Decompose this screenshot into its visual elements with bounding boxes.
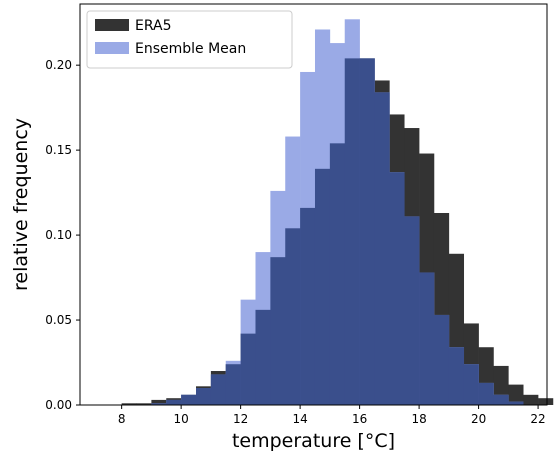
y-axis-ticks: 0.00 0.05 0.10 0.15 0.20: [45, 58, 80, 412]
y-tick-label: 0.10: [45, 228, 72, 242]
bar-overlap: [270, 257, 286, 405]
bar-overlap: [329, 143, 346, 405]
legend-box: [86, 10, 293, 69]
bar-overlap: [166, 399, 182, 405]
bar-overlap: [240, 333, 256, 405]
plot-frame: [79, 3, 548, 406]
bar-era5: [508, 384, 524, 405]
bar-overlap: [359, 58, 375, 405]
y-tick-label: 0.00: [45, 398, 72, 412]
x-tick-label: 8: [118, 412, 126, 426]
bar-overlap: [344, 58, 360, 405]
x-axis-ticks: 8 10 12 14 16 18 20 22: [118, 405, 546, 426]
bar-overlap: [389, 172, 405, 405]
bar-overlap: [210, 374, 227, 405]
legend-swatch-era5: [95, 19, 129, 31]
x-axis-label: temperature [°C]: [232, 430, 395, 452]
bar-overlap: [433, 314, 450, 405]
bar-overlap: [419, 272, 435, 405]
bar-overlap: [404, 216, 420, 405]
bar-overlap: [300, 207, 316, 405]
x-tick-label: 14: [292, 412, 307, 426]
legend-label-ensemble-mean: Ensemble Mean: [135, 41, 246, 57]
bar-overlap: [225, 364, 241, 405]
bar-overlap: [181, 394, 197, 405]
y-tick-label: 0.05: [45, 313, 72, 327]
bar-overlap: [508, 401, 524, 405]
legend-swatch-ensemble-mean: [95, 42, 129, 54]
bar-era5: [136, 403, 152, 405]
bar-era5: [121, 403, 137, 405]
bar-overlap: [493, 394, 509, 405]
bar-overlap: [448, 347, 465, 405]
bar-overlap: [314, 168, 331, 405]
histogram-bars: [121, 19, 554, 406]
x-tick-label: 22: [530, 412, 545, 426]
x-tick-label: 16: [352, 412, 367, 426]
bar-overlap: [478, 382, 494, 405]
bar-overlap: [196, 388, 212, 405]
x-tick-label: 10: [173, 412, 188, 426]
legend-label-era5: ERA5: [135, 18, 172, 34]
bar-overlap: [374, 92, 390, 406]
bar-era5: [151, 399, 167, 405]
bar-era5: [523, 394, 539, 405]
x-tick-label: 20: [471, 412, 486, 426]
bar-overlap: [255, 309, 271, 405]
bar-era5: [538, 398, 554, 405]
x-tick-label: 12: [233, 412, 248, 426]
bar-overlap: [285, 228, 301, 405]
y-tick-label: 0.20: [45, 58, 72, 72]
x-tick-label: 18: [411, 412, 426, 426]
bar-overlap: [463, 364, 479, 405]
legend: ERA5 Ensemble Mean: [86, 10, 293, 69]
bar-overlap: [151, 403, 167, 405]
y-tick-label: 0.15: [45, 143, 72, 157]
y-axis-label: relative frequency: [10, 118, 32, 291]
